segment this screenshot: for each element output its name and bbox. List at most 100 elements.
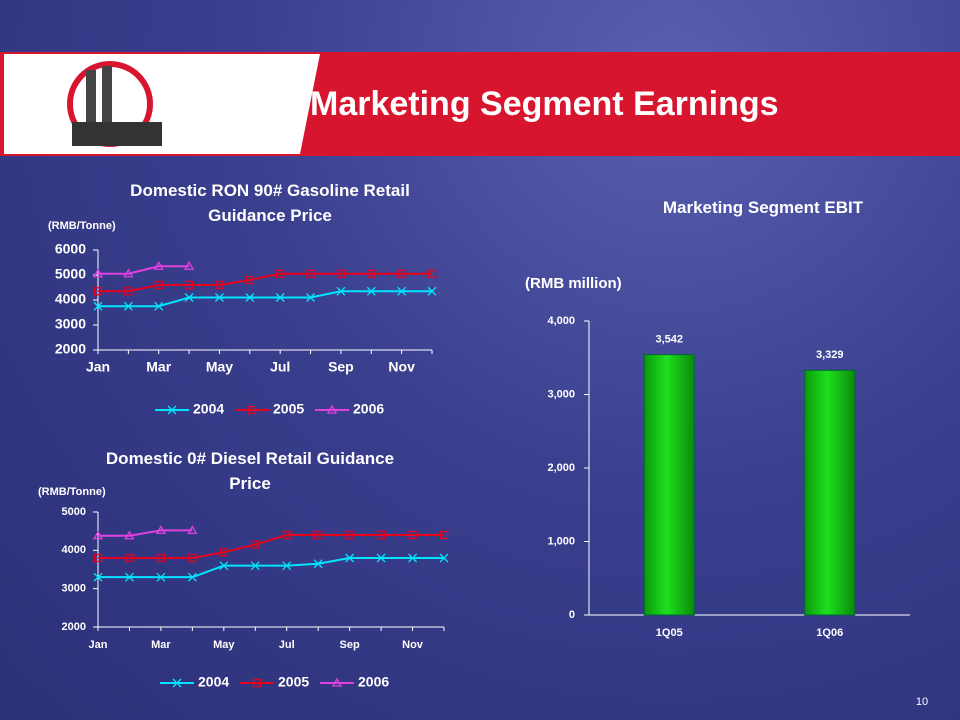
- x-tick-label: May: [206, 359, 233, 375]
- marker: [439, 553, 449, 563]
- marker: [184, 293, 194, 302]
- y-tick-label: 5000: [62, 506, 86, 518]
- marker: [251, 540, 260, 549]
- marker: [153, 260, 164, 270]
- bar: [643, 354, 695, 616]
- x-tick-label: May: [213, 639, 235, 651]
- x-tick-label: 1Q05: [656, 627, 683, 639]
- legend-label: 2006: [353, 401, 384, 417]
- marker: [427, 269, 437, 278]
- y-tick-label: 2,000: [547, 462, 575, 474]
- x-tick-label: Mar: [151, 639, 171, 651]
- marker: [187, 572, 197, 582]
- marker: [123, 301, 133, 311]
- x-tick-label: Mar: [146, 359, 171, 375]
- marker: [123, 268, 134, 278]
- x-tick-label: Jul: [279, 639, 295, 651]
- y-tick-label: 5000: [55, 266, 86, 282]
- marker: [427, 286, 437, 296]
- y-axis-label: (RMB/Tonne): [38, 486, 106, 498]
- marker: [376, 530, 386, 540]
- series-line: [98, 290, 432, 308]
- marker: [214, 293, 224, 302]
- marker: [156, 572, 166, 582]
- series-line: [98, 272, 432, 293]
- x-tick-label: Sep: [340, 639, 360, 651]
- series-line: [98, 265, 190, 275]
- marker: [156, 553, 166, 563]
- marker: [124, 530, 135, 540]
- marker: [154, 301, 164, 311]
- bar: [804, 369, 856, 616]
- marker: [314, 530, 323, 540]
- x-tick-label: 1Q06: [816, 627, 843, 639]
- marker: [336, 269, 346, 278]
- marker: [345, 553, 355, 563]
- legend-label: 2006: [358, 674, 389, 690]
- marker: [313, 559, 323, 569]
- marker: [397, 286, 407, 296]
- series-line: [98, 534, 444, 559]
- legend-label: 2004: [198, 674, 229, 690]
- y-tick-label: 3,000: [547, 388, 575, 400]
- x-tick-label: Sep: [328, 359, 354, 375]
- marker: [247, 405, 257, 415]
- y-tick-label: 3000: [62, 583, 86, 595]
- marker: [331, 677, 343, 687]
- marker: [93, 572, 103, 582]
- x-tick-label: Nov: [388, 359, 415, 375]
- logo-bar: [86, 70, 96, 130]
- value-label: 3,542: [655, 334, 683, 346]
- marker: [219, 548, 228, 557]
- marker: [183, 260, 195, 270]
- marker: [408, 553, 418, 563]
- marker: [219, 561, 229, 571]
- marker: [376, 553, 386, 563]
- marker: [439, 530, 449, 540]
- marker: [155, 525, 167, 535]
- marker: [326, 404, 338, 414]
- y-axis-label: (RMB million): [525, 275, 622, 292]
- marker: [92, 268, 104, 278]
- marker: [172, 678, 182, 688]
- x-tick-label: Jan: [89, 639, 108, 651]
- legend-label: 2005: [273, 401, 304, 417]
- chart-title: Domestic 0# Diesel Retail Guidance Price: [105, 449, 395, 493]
- y-tick-label: 4000: [62, 544, 86, 556]
- y-tick-label: 3000: [55, 316, 86, 332]
- legend-label: 2004: [193, 401, 224, 417]
- series-line: [98, 529, 193, 537]
- marker: [245, 275, 254, 285]
- y-tick-label: 6000: [55, 241, 86, 257]
- marker: [154, 280, 163, 290]
- chart-title: Domestic RON 90# Gasoline Retail Guidanc…: [130, 181, 410, 225]
- marker: [93, 301, 103, 311]
- marker: [275, 293, 285, 302]
- marker: [306, 293, 316, 302]
- marker: [167, 405, 177, 415]
- logo-bar: [102, 66, 112, 132]
- marker: [187, 525, 198, 535]
- marker: [245, 293, 255, 302]
- marker: [282, 561, 292, 571]
- marker: [93, 287, 103, 296]
- y-tick-label: 4000: [55, 291, 86, 307]
- marker: [366, 286, 376, 296]
- marker: [188, 553, 197, 563]
- value-label: 3,329: [816, 349, 844, 361]
- x-tick-label: Jul: [270, 359, 290, 375]
- marker: [276, 269, 285, 278]
- legend-label: 2005: [278, 674, 309, 690]
- marker: [184, 280, 194, 290]
- logo: [67, 61, 162, 147]
- marker: [252, 678, 262, 688]
- y-tick-label: 0: [569, 609, 575, 621]
- marker: [345, 530, 354, 540]
- y-axis-label: (RMB/Tonne): [48, 220, 116, 232]
- marker: [336, 286, 346, 296]
- y-tick-label: 4,000: [547, 315, 575, 327]
- x-tick-label: Nov: [402, 639, 424, 651]
- x-tick-label: Jan: [86, 359, 110, 375]
